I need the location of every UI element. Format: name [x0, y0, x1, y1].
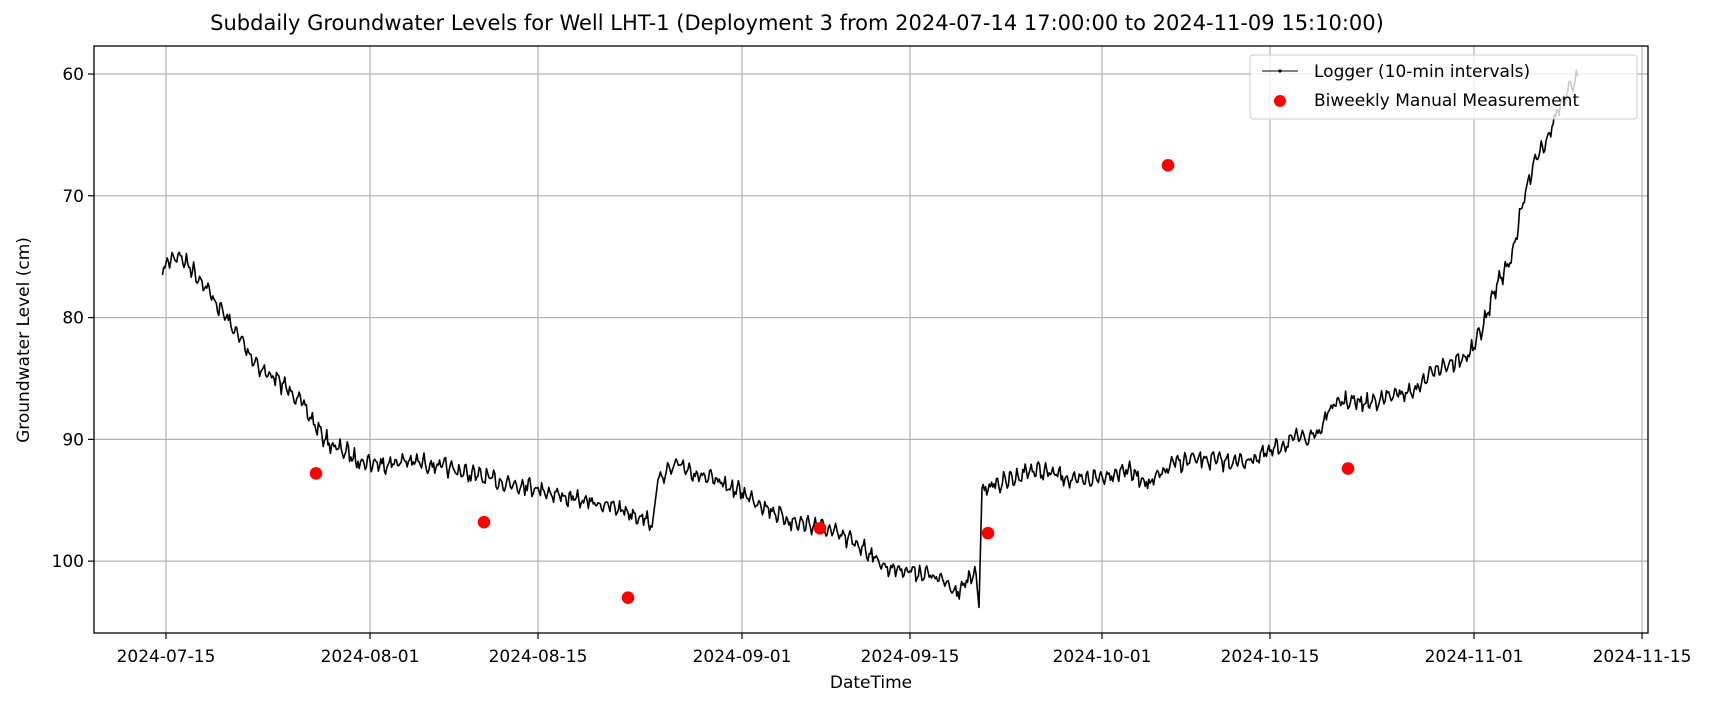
logger-series-line: [161, 69, 1579, 609]
chart-title: Subdaily Groundwater Levels for Well LHT…: [210, 11, 1384, 35]
y-tick-label: 70: [62, 187, 84, 207]
manual-measurement-point: [309, 467, 323, 480]
y-tick-label: 80: [62, 309, 84, 329]
y-tick-label: 90: [62, 430, 84, 450]
y-tick-label: 60: [62, 65, 84, 85]
x-tick-label: 2024-11-15: [1593, 647, 1692, 667]
legend-box: [1249, 54, 1638, 120]
x-tick-label: 2024-08-01: [321, 647, 420, 667]
x-tick-label: 2024-10-15: [1221, 647, 1320, 667]
x-tick-label: 2024-09-15: [861, 647, 960, 667]
plot-frame: [93, 45, 1649, 634]
legend-entry-manual: Biweekly Manual Measurement: [1314, 91, 1579, 111]
x-axis-label: DateTime: [830, 673, 912, 693]
manual-measurement-point: [813, 521, 827, 535]
legend: Logger (10-min intervals) Biweekly Manua…: [1249, 54, 1638, 120]
legend-line-dot: [1278, 69, 1282, 73]
plot-area: [161, 69, 1579, 609]
manual-measurement-point: [1341, 462, 1355, 475]
y-axis-label: Groundwater Level (cm): [14, 237, 34, 443]
x-tick-label: 2024-07-15: [117, 647, 216, 667]
x-tick-label: 2024-10-01: [1053, 647, 1152, 667]
legend-entry-logger: Logger (10-min intervals): [1314, 62, 1530, 82]
axes: 2024-07-15 2024-08-01 2024-08-15 2024-09-01…: [52, 65, 1692, 667]
x-tick-label: 2024-09-01: [693, 647, 792, 667]
x-tick-label: 2024-11-01: [1425, 647, 1524, 667]
x-tick-label: 2024-08-15: [489, 647, 588, 667]
manual-measurement-point: [981, 526, 995, 540]
manual-measurement-point: [477, 515, 491, 529]
y-tick-label: 100: [52, 552, 84, 572]
legend-scatter-marker: [1274, 95, 1286, 107]
manual-measurement-point: [621, 591, 635, 604]
manual-measurement-point: [1161, 159, 1175, 172]
